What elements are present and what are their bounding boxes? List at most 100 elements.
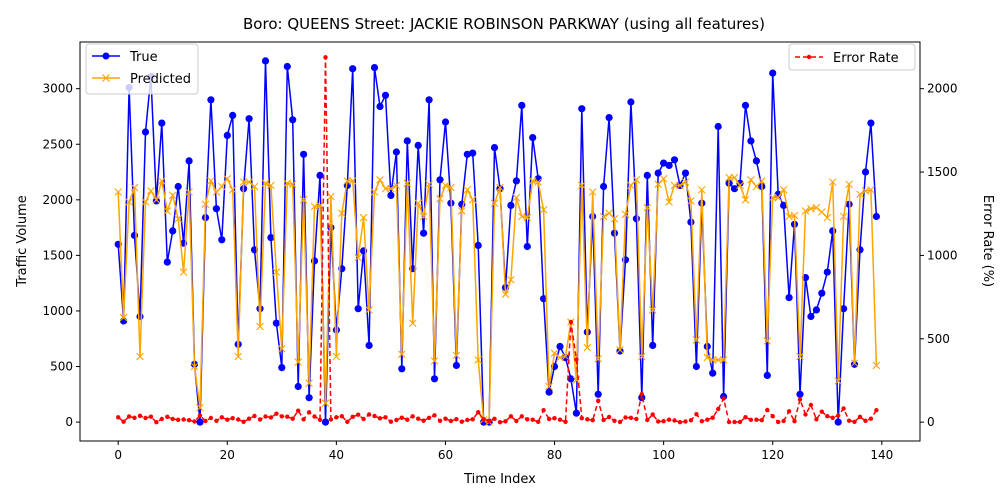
error-rate-point [219, 415, 224, 420]
predicted-point [370, 188, 379, 196]
y2-tick-label: 500 [927, 332, 950, 346]
error-rate-point [252, 413, 257, 419]
x-tick-label: 120 [761, 448, 784, 462]
predicted-point [327, 192, 335, 201]
true-point [823, 268, 831, 276]
predicted-point [168, 191, 177, 200]
error-rate-point [176, 417, 181, 422]
predicted-point [670, 181, 679, 190]
error-rate-point [590, 418, 595, 423]
error-rate-point [748, 417, 754, 422]
predicted-point [578, 181, 586, 190]
true-point [223, 131, 231, 139]
predicted-point [288, 180, 297, 189]
legend-error-marker [806, 54, 812, 60]
true-point [643, 171, 651, 179]
error-rate-point [530, 417, 535, 422]
error-rate-point [819, 409, 824, 414]
error-rate-point [165, 414, 170, 419]
error-rate-point [399, 415, 404, 420]
predicted-point [643, 203, 652, 212]
predicted-point [725, 173, 733, 182]
error-rate-point [486, 418, 492, 424]
true-point [540, 295, 548, 303]
true-point [387, 191, 395, 199]
error-rate-point [797, 397, 803, 402]
error-rate-point [628, 415, 634, 420]
predicted-point [850, 359, 859, 367]
predicted-point [272, 268, 281, 276]
predicted-point [823, 213, 832, 222]
true-point [600, 182, 608, 191]
y2-tick-label: 1000 [927, 248, 958, 262]
predicted-point [588, 188, 597, 196]
error-rate-point [803, 412, 808, 417]
predicted-point [496, 183, 504, 192]
predicted-point [436, 194, 444, 203]
error-rate-point [868, 416, 874, 421]
error-rate-point [432, 413, 437, 418]
predicted-point [299, 196, 308, 204]
true-point [512, 177, 521, 185]
predicted-point [687, 197, 695, 205]
true-point [463, 150, 471, 158]
predicted-point [599, 212, 608, 221]
error-rate-point [274, 411, 279, 416]
predicted-point [136, 352, 144, 361]
true-point [654, 169, 662, 177]
true-point [660, 159, 668, 167]
error-rate-point [754, 417, 759, 422]
predicted-point [130, 183, 139, 192]
error-rate-point [137, 413, 143, 418]
true-point [709, 369, 717, 377]
error-rate-point [863, 418, 868, 423]
error-rate-point [230, 416, 235, 421]
true-point [414, 141, 422, 149]
error-rate-point [372, 413, 377, 419]
error-rate-point [208, 415, 214, 421]
true-point [818, 289, 826, 297]
x-tick-label: 40 [329, 448, 344, 462]
true-point [807, 312, 815, 321]
error-rate-point [639, 391, 644, 397]
true-point [561, 354, 570, 362]
true-point [730, 185, 739, 193]
true-point [218, 236, 226, 244]
predicted-point [419, 212, 428, 221]
true-point [278, 364, 286, 372]
predicted-point [441, 181, 450, 190]
predicted-point [550, 349, 559, 357]
true-point [430, 375, 439, 383]
error-rate-point [737, 419, 743, 425]
error-rate-point [279, 414, 284, 419]
true-point [578, 105, 586, 113]
true-point [376, 102, 384, 111]
predicted-point [305, 379, 313, 387]
error-rate-point [323, 55, 328, 60]
predicted-point [747, 176, 755, 184]
predicted-point [250, 182, 259, 191]
true-point [529, 134, 537, 142]
error-rate-point [508, 414, 514, 419]
true-point [300, 150, 308, 158]
error-rate-point [874, 408, 879, 413]
true-point [294, 382, 302, 391]
predicted-point [730, 173, 739, 182]
predicted-point [659, 174, 668, 183]
error-rate-point [366, 412, 372, 417]
predicted-point [234, 352, 242, 361]
y2-tick-label: 2000 [927, 82, 958, 96]
true-point [567, 375, 575, 383]
error-rate-point [514, 418, 519, 424]
error-rate-point [437, 418, 443, 423]
error-rate-point [268, 415, 274, 420]
error-rate-point [492, 416, 497, 421]
predicted-point [708, 356, 717, 364]
true-point [169, 227, 177, 235]
error-rate-point [334, 415, 339, 420]
true-point [507, 201, 515, 209]
error-rate-point [481, 417, 486, 422]
error-rate-point [301, 417, 306, 422]
y-axis-label: Traffic Volume [15, 195, 30, 288]
predicted-point [392, 181, 401, 190]
